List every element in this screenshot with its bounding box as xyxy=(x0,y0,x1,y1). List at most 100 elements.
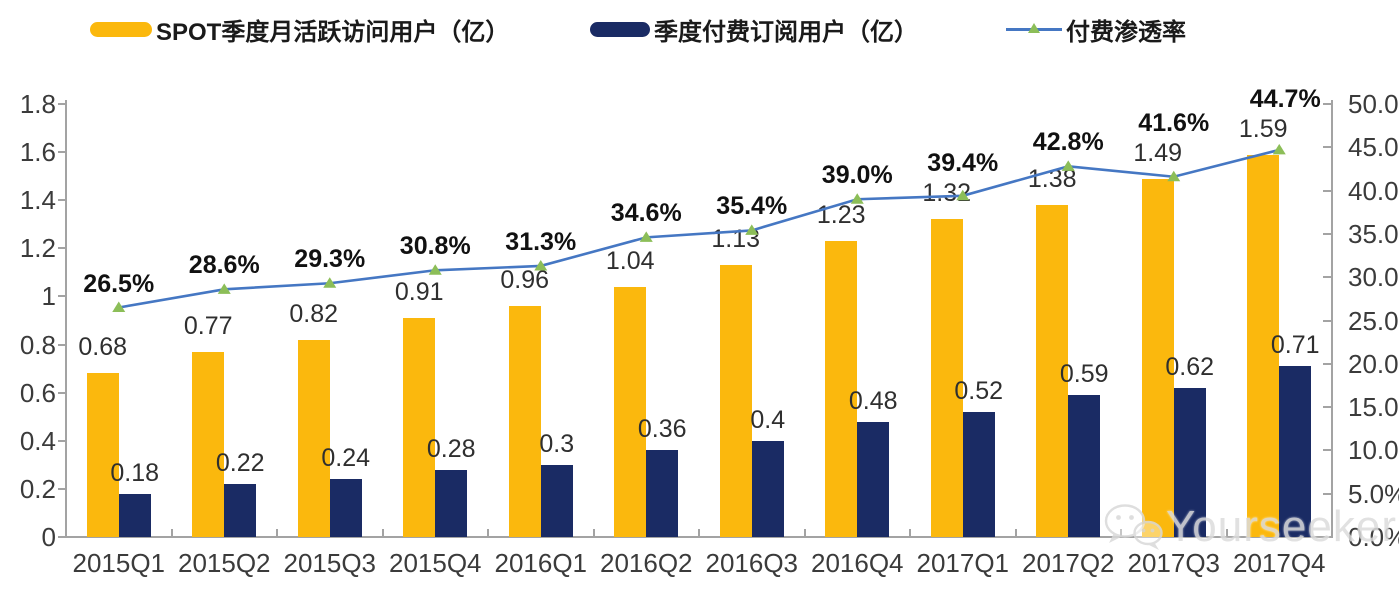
line-marker-icon xyxy=(1061,160,1075,171)
x-axis-tick xyxy=(170,529,173,537)
y-axis-left-tick xyxy=(58,247,66,250)
y-axis-right-tick xyxy=(1323,536,1331,538)
bar-mau xyxy=(1247,154,1280,537)
y-axis-left-tick xyxy=(58,103,66,105)
y-tick-label-left: 0.4 xyxy=(19,425,56,456)
watermark: Yourseeker xyxy=(1100,502,1397,552)
x-axis-tick xyxy=(276,529,278,537)
penetration-label: 34.6% xyxy=(610,199,682,228)
y-tick-label-right: 40.0% xyxy=(1348,175,1399,206)
bar-label-mau: 0.77 xyxy=(183,311,233,340)
line-marker-icon xyxy=(217,283,231,294)
penetration-label: 28.6% xyxy=(188,251,260,280)
y-tick-label-left: 1.4 xyxy=(19,185,56,216)
legend-item-mau: SPOT季度月活跃访问用户（亿） xyxy=(90,14,510,46)
x-axis-tick xyxy=(698,529,700,537)
penetration-label: 39.0% xyxy=(821,161,893,190)
line-marker-icon xyxy=(112,301,126,313)
wechat-icon xyxy=(1104,504,1163,550)
bar-subs xyxy=(435,469,468,537)
y-axis-right-tick xyxy=(1323,319,1331,322)
y-axis-right-tick xyxy=(1323,406,1331,409)
bar-mau xyxy=(825,241,858,537)
y-tick-label-left: 1.8 xyxy=(19,89,56,119)
line-marker-icon xyxy=(428,264,442,275)
x-axis-tick xyxy=(803,529,806,537)
mau-swatch-icon xyxy=(90,21,152,37)
y-axis-right-tick xyxy=(1323,103,1331,105)
y-tick-label-right: 20.0% xyxy=(1348,348,1399,379)
bar-label-subs: 0.22 xyxy=(215,449,265,478)
bar-label-subs: 0.3 xyxy=(539,429,575,458)
penetration-label: 39.4% xyxy=(927,149,999,178)
y-tick-label-left: 1 xyxy=(41,281,56,312)
x-axis-tick xyxy=(487,529,489,537)
y-tick-label-right: 25.0% xyxy=(1348,305,1399,336)
bar-label-subs: 0.52 xyxy=(954,376,1004,405)
bar-label-mau: 0.82 xyxy=(289,299,339,328)
x-tick-label: 2015Q1 xyxy=(72,548,166,578)
y-tick-label-right: 45.0% xyxy=(1348,132,1399,163)
bar-label-subs: 0.24 xyxy=(321,444,371,473)
bar-subs xyxy=(224,484,257,537)
y-axis-right-line xyxy=(1331,100,1333,538)
x-tick-label: 2017Q4 xyxy=(1232,548,1326,578)
bar-label-mau: 1.23 xyxy=(816,201,866,230)
x-tick-label: 2015Q4 xyxy=(388,548,482,578)
x-tick-label: 2016Q2 xyxy=(599,548,693,578)
penetration-line xyxy=(112,143,1286,313)
x-tick-label: 2016Q1 xyxy=(494,548,588,578)
bar-subs xyxy=(329,479,362,537)
bar-label-mau: 0.68 xyxy=(78,333,128,362)
line-marker-icon xyxy=(323,277,337,288)
legend-label-mau: SPOT季度月活跃访问用户（亿） xyxy=(156,18,510,46)
y-axis-right-tick xyxy=(1323,189,1331,192)
bar-label-subs: 0.48 xyxy=(848,386,898,415)
penetration-label: 44.7% xyxy=(1249,84,1321,113)
line-marker-icon xyxy=(639,231,653,242)
line-marker-icon xyxy=(850,193,864,204)
penetration-label: 29.3% xyxy=(294,245,366,274)
line-marker-icon xyxy=(1167,170,1181,182)
y-axis-left-tick xyxy=(58,343,66,346)
bar-label-subs: 0.59 xyxy=(1059,360,1109,389)
penetration-label: 30.8% xyxy=(399,232,471,261)
bar-label-subs: 0.71 xyxy=(1270,331,1320,360)
y-axis-left-tick xyxy=(58,391,66,394)
y-tick-label-left: 0.6 xyxy=(19,377,56,408)
legend-item-penetration: 付费渗透率 xyxy=(1006,14,1186,46)
x-axis-tick xyxy=(381,529,384,537)
y-tick-label-left: 0.2 xyxy=(19,473,56,504)
y-axis-right-tick xyxy=(1323,492,1331,495)
bar-subs xyxy=(1173,387,1206,537)
bar-subs xyxy=(751,440,784,537)
penetration-label: 35.4% xyxy=(716,192,788,221)
y-axis-left-tick xyxy=(58,151,66,154)
bar-mau xyxy=(86,373,119,537)
bar-mau xyxy=(403,318,436,537)
y-tick-label-right: 0.0% xyxy=(1348,522,1399,552)
x-axis-tick xyxy=(909,529,911,537)
x-axis-tick xyxy=(1225,529,1228,537)
line-marker-icon xyxy=(745,224,759,235)
penetration-label: 41.6% xyxy=(1138,108,1210,137)
penetration-label: 42.8% xyxy=(1032,128,1104,157)
bar-mau xyxy=(614,286,647,537)
bar-label-mau: 1.49 xyxy=(1133,138,1183,167)
x-axis-tick xyxy=(592,529,595,537)
legend-label-penetration: 付费渗透率 xyxy=(1066,18,1186,46)
y-tick-label-left: 0 xyxy=(41,522,56,552)
y-tick-label-right: 35.0% xyxy=(1348,218,1399,249)
line-marker-icon xyxy=(956,189,970,201)
y-tick-label-right: 5.0% xyxy=(1348,478,1399,509)
bar-label-subs: 0.4 xyxy=(750,405,786,434)
penetration-label: 31.3% xyxy=(505,227,577,256)
line-marker-icon xyxy=(1272,143,1286,155)
x-axis-tick xyxy=(1014,529,1017,537)
bar-subs xyxy=(1068,395,1101,537)
x-tick-label: 2015Q3 xyxy=(283,548,377,578)
y-axis-right-tick xyxy=(1323,146,1331,149)
line-marker-sample-icon xyxy=(1006,23,1062,34)
y-tick-label-right: 30.0% xyxy=(1348,262,1399,293)
bar-label-subs: 0.62 xyxy=(1165,352,1215,381)
